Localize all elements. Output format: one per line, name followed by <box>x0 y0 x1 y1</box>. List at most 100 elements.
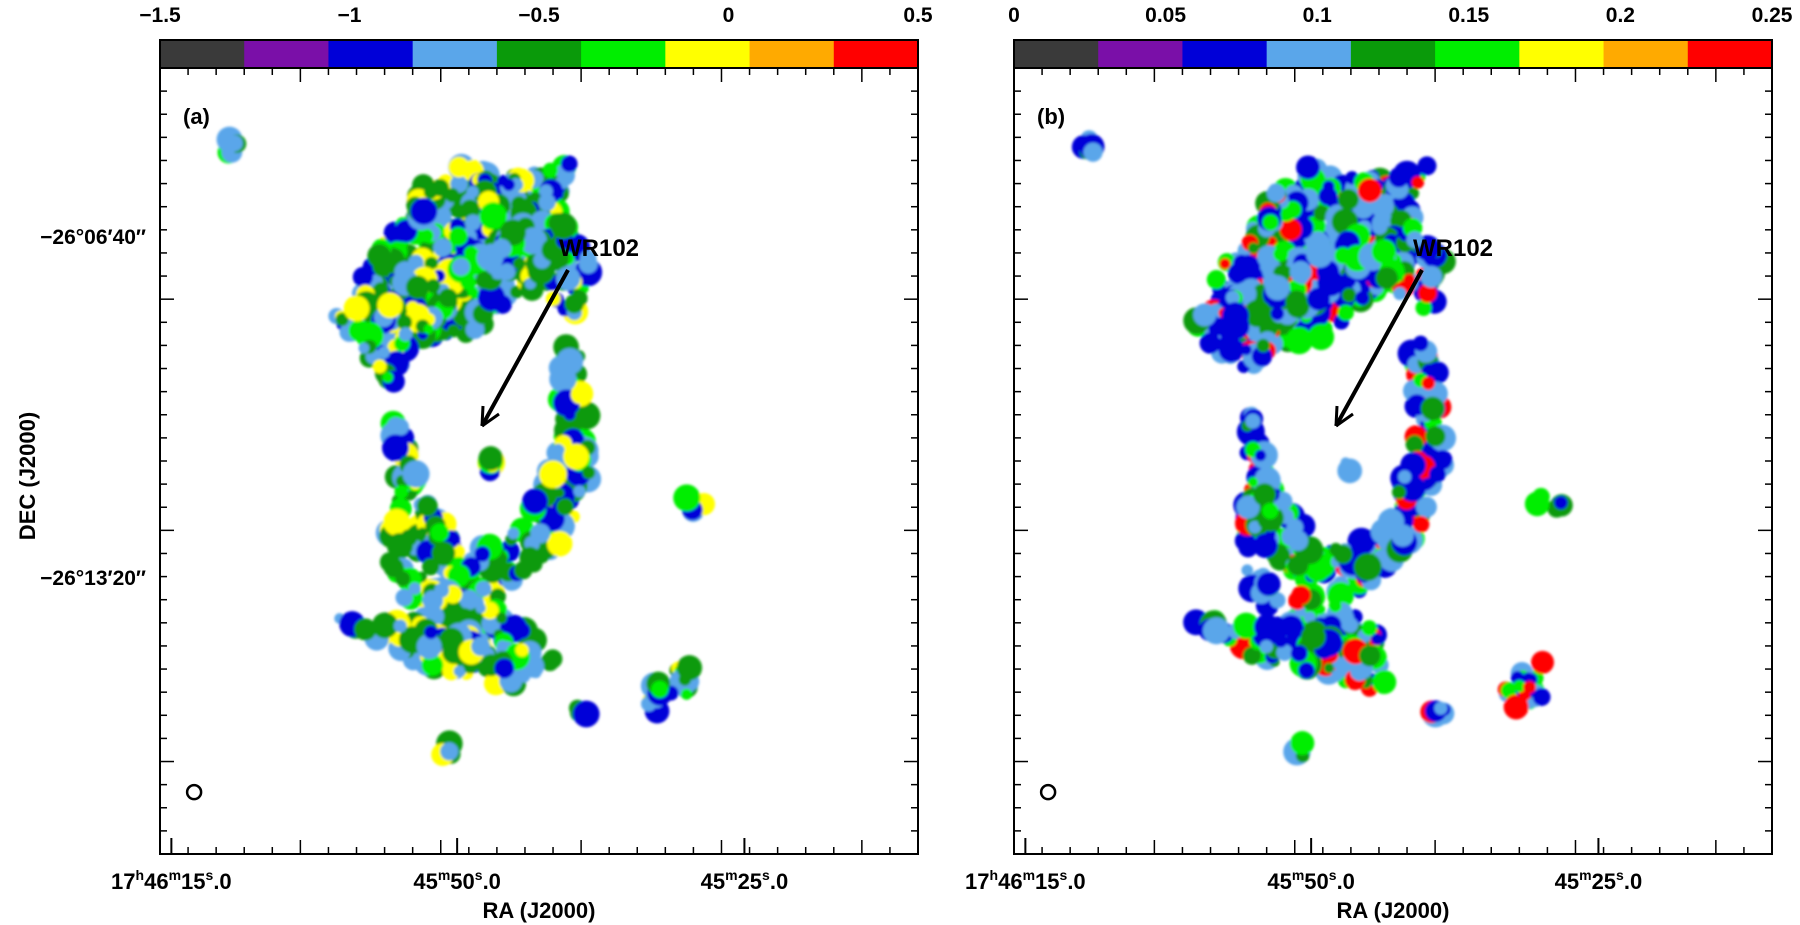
emission-blob <box>673 484 701 512</box>
emission-blob <box>1287 554 1309 576</box>
y-tick-label-dec-2: −26°13′20″ <box>40 567 146 590</box>
emission-blob <box>551 443 565 458</box>
emission-blob <box>1554 495 1568 510</box>
x-tick-label: 45m​50s​.0 <box>1267 867 1355 894</box>
colorbar-segment <box>833 40 919 68</box>
emission-blob <box>352 266 374 288</box>
colorbar-tick-label: 0.1 <box>1303 4 1333 27</box>
emission-blob <box>1398 470 1412 484</box>
emission-blob <box>1223 312 1250 340</box>
emission-blob <box>467 286 479 299</box>
emission-blob <box>1361 620 1378 636</box>
emission-blob <box>466 185 479 199</box>
emission-blob <box>556 498 574 516</box>
emission-blob <box>372 612 399 639</box>
emission-blob <box>582 466 596 480</box>
x-tick-label: 17h​46m​15s​.0 <box>111 867 232 894</box>
emission-blob <box>1523 680 1536 694</box>
colorbar-b-tick-labels: 0 0.05 0.1 0.15 0.2 0.25 <box>1008 4 1793 27</box>
emission-blob <box>579 250 597 268</box>
emission-blob <box>1531 650 1555 674</box>
emission-blob <box>1206 270 1226 290</box>
emission-blob <box>410 197 438 225</box>
emission-blob <box>434 582 450 598</box>
colorbar-tick-label: 0.15 <box>1448 4 1489 27</box>
emission-blob <box>494 658 515 679</box>
emission-blob <box>471 636 491 656</box>
emission-blob <box>459 589 480 610</box>
emission-blob <box>1241 564 1254 577</box>
colorbar-tick-label: 0.5 <box>903 4 933 27</box>
colorbar-segment <box>1266 40 1352 68</box>
emission-blob <box>1240 344 1252 356</box>
emission-blob <box>419 228 434 243</box>
emission-blob <box>495 612 507 624</box>
emission-blob <box>502 178 515 191</box>
emission-blob <box>560 155 578 173</box>
emission-blob <box>544 652 559 666</box>
colorbar-tick-label: −1 <box>338 4 362 27</box>
emission-blob <box>433 238 452 257</box>
emission-blob <box>1318 186 1338 206</box>
emission-blob <box>1328 599 1342 613</box>
emission-blob <box>542 162 558 179</box>
emission-blob <box>1234 530 1256 552</box>
x-axis-label-b: RA (J2000) <box>1337 898 1450 923</box>
panel-label-b: (b) <box>1037 104 1065 129</box>
emission-blob <box>1411 176 1425 189</box>
wr102-arrowhead-a <box>480 405 500 428</box>
emission-blob <box>447 324 460 338</box>
emission-blob <box>1285 290 1308 313</box>
map-b <box>1071 130 1573 766</box>
emission-blob <box>475 271 494 290</box>
emission-blob <box>475 602 486 614</box>
emission-blob <box>1333 544 1353 564</box>
emission-blob <box>1388 167 1409 188</box>
emission-blob <box>1357 178 1382 203</box>
emission-blob <box>448 606 463 621</box>
colorbar-a-tick-labels: −1.5 −1 −0.5 0 0.5 <box>139 4 933 27</box>
emission-blob <box>430 523 449 542</box>
wr102-arrow-a <box>480 269 570 427</box>
colorbar-b <box>1014 40 1773 69</box>
emission-blob <box>1251 345 1273 367</box>
emission-blob <box>372 359 387 374</box>
emission-blob <box>1083 142 1103 162</box>
emission-blob <box>1285 326 1313 355</box>
emission-blob <box>1289 261 1312 283</box>
colorbar-segment <box>1435 40 1520 68</box>
emission-blob <box>1193 303 1217 327</box>
emission-blob <box>483 243 500 261</box>
colorbar-segment <box>1519 40 1605 68</box>
emission-blob <box>1323 662 1335 674</box>
emission-blob <box>1300 624 1326 650</box>
emission-blob <box>394 484 409 499</box>
wr102-arrow-b <box>1334 269 1424 427</box>
emission-blob <box>343 295 370 322</box>
emission-blob <box>395 571 411 587</box>
colorbar-tick-label: 0 <box>1008 4 1020 27</box>
colorbar-tick-label: 0.25 <box>1752 4 1793 27</box>
emission-blob <box>1303 611 1316 624</box>
emission-blob <box>570 385 590 405</box>
emission-blob <box>1287 530 1309 551</box>
emission-blob <box>1248 520 1262 534</box>
emission-blob <box>498 263 516 281</box>
emission-blob <box>680 688 693 700</box>
emission-blob <box>510 285 523 299</box>
emission-blob <box>678 673 692 686</box>
emission-blob <box>1420 396 1445 421</box>
emission-blob <box>1405 435 1424 454</box>
emission-blob <box>1256 338 1270 353</box>
emission-blob <box>1417 156 1437 176</box>
emission-blob <box>393 619 407 633</box>
emission-blob <box>573 485 586 498</box>
beam-marker <box>1039 783 1057 801</box>
emission-blob <box>1331 669 1344 681</box>
emission-blob <box>464 214 481 231</box>
y-axis-label: DEC (J2000) <box>15 412 40 540</box>
emission-blob <box>1322 180 1335 193</box>
emission-blob <box>1513 679 1526 693</box>
emission-blob <box>1259 639 1274 654</box>
emission-blob <box>525 555 543 573</box>
